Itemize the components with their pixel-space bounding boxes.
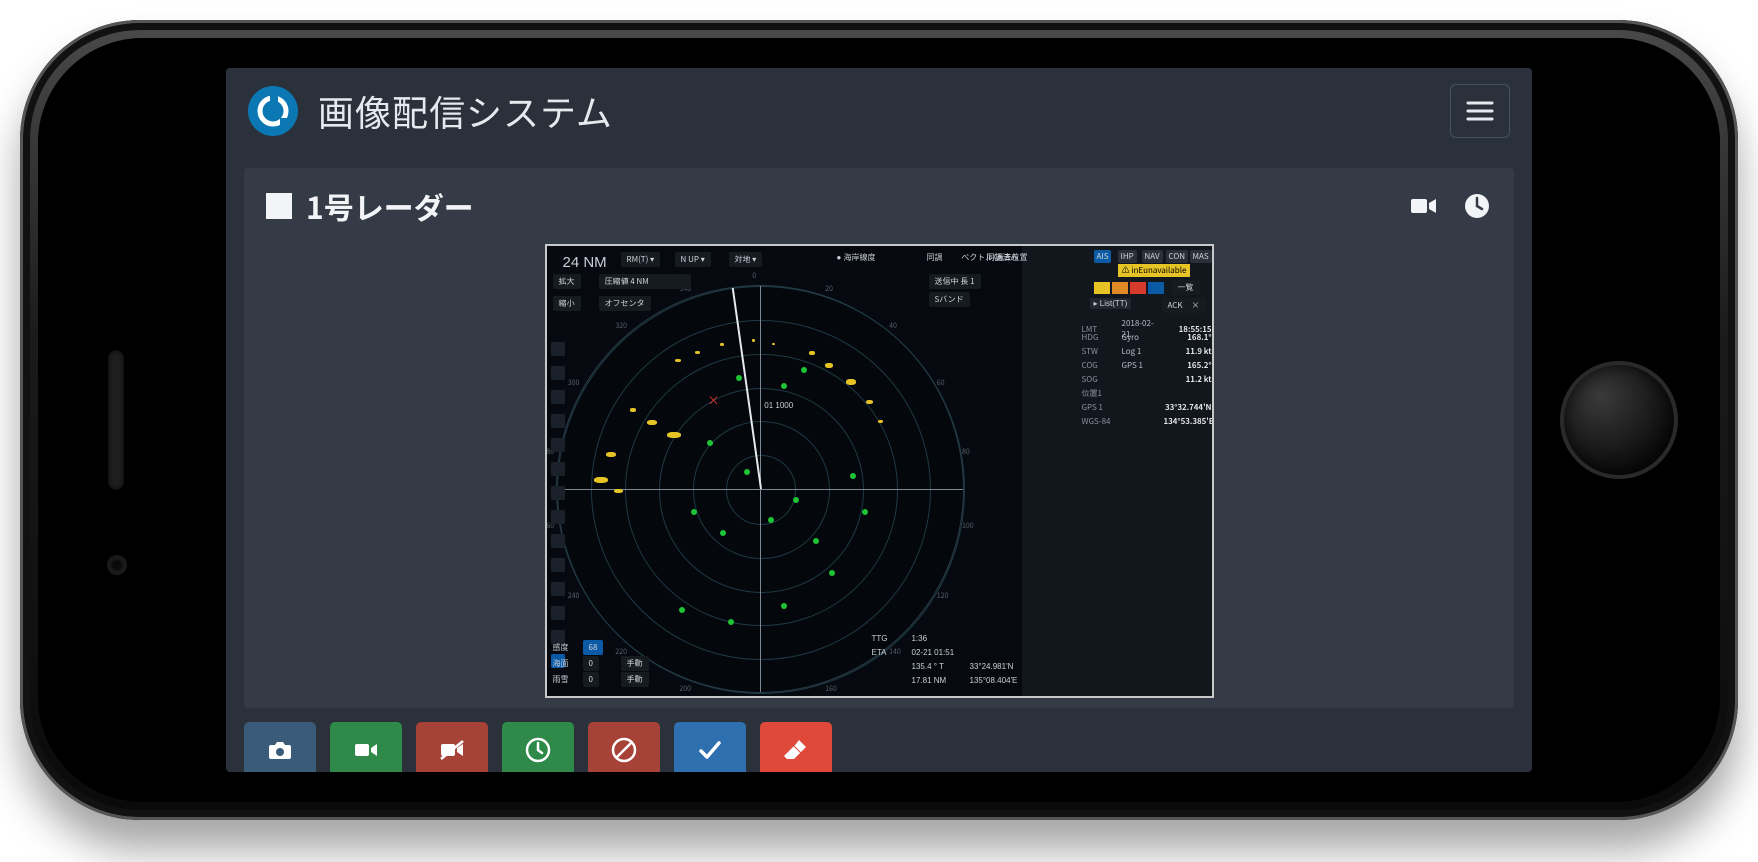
- bottom-toolbar: [226, 708, 1532, 772]
- radar-card: 1号レーダー 020406080100120140160180200220240…: [244, 168, 1514, 708]
- schedule-cancel-button[interactable]: [588, 722, 660, 772]
- clock-icon[interactable]: [1462, 191, 1492, 221]
- video-camera-off-icon: [437, 735, 467, 765]
- app-screen: 画像配信システム 1号レーダー: [226, 68, 1532, 772]
- stop-icon: [266, 193, 292, 219]
- record-start-button[interactable]: [330, 722, 402, 772]
- phone-home-button[interactable]: [1560, 361, 1678, 479]
- eraser-icon: [781, 735, 811, 765]
- phone-speaker: [108, 350, 124, 490]
- menu-icon: [1466, 100, 1494, 122]
- menu-button[interactable]: [1450, 84, 1510, 138]
- radar-screenshot: 0204060801001201401601802002202402602803…: [545, 244, 1214, 698]
- no-clock-icon: [609, 735, 639, 765]
- check-icon: [695, 735, 725, 765]
- card-title: 1号レーダー: [306, 184, 474, 228]
- clock-icon: [523, 735, 553, 765]
- card-header: 1号レーダー: [244, 168, 1514, 238]
- app-title: 画像配信システム: [318, 85, 613, 137]
- video-icon[interactable]: [1408, 191, 1438, 221]
- schedule-button[interactable]: [502, 722, 574, 772]
- video-camera-icon: [351, 735, 381, 765]
- app-header: 画像配信システム: [226, 68, 1532, 154]
- camera-icon: [265, 735, 295, 765]
- erase-button[interactable]: [760, 722, 832, 772]
- phone-bezel: 画像配信システム 1号レーダー: [38, 38, 1720, 802]
- record-stop-button[interactable]: [416, 722, 488, 772]
- range-label: 24 NM: [563, 254, 607, 271]
- confirm-button[interactable]: [674, 722, 746, 772]
- snapshot-button[interactable]: [244, 722, 316, 772]
- app-logo: [248, 86, 298, 136]
- phone-front-camera: [110, 558, 124, 572]
- phone-frame: 画像配信システム 1号レーダー: [20, 20, 1738, 820]
- logo-icon: [256, 94, 290, 128]
